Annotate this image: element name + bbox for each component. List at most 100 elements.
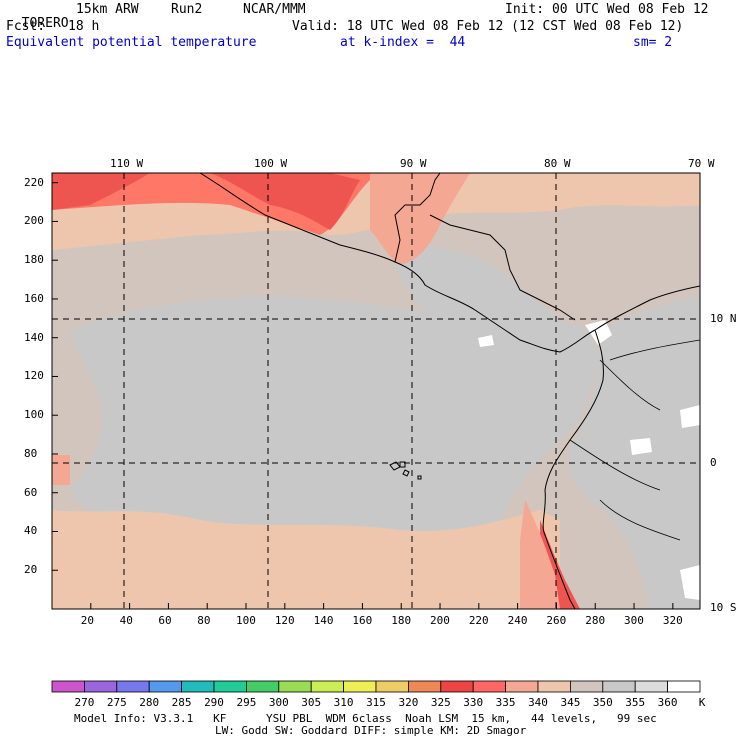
colorbar-value-label: 320 — [398, 696, 419, 709]
y-tick-label: 100 — [24, 408, 44, 422]
colorbar-value-label: 310 — [333, 696, 354, 709]
header-org: NCAR/MMM — [243, 2, 306, 17]
borders — [569, 339, 700, 541]
x-tick-label: 200 — [430, 614, 450, 627]
y-tick-label: 180 — [24, 253, 44, 267]
colorbar-value-label: 280 — [139, 696, 160, 709]
colorbar-swatch — [343, 680, 377, 693]
field-white-patch-1 — [585, 320, 612, 345]
y-tick-label: 160 — [24, 291, 44, 305]
field-region-350 — [70, 296, 560, 565]
colorbar-swatch — [602, 680, 636, 693]
colorbar-swatch — [84, 680, 118, 693]
colorbar-swatch — [310, 680, 345, 693]
header-init: Init: 00 UTC Wed 08 Feb 12 — [505, 2, 709, 17]
colorbar-swatch — [537, 680, 571, 693]
y-tick-label: 80 — [24, 446, 38, 460]
header-fcst-label: Fcst: — [6, 19, 46, 34]
header-valid: Valid: 18 UTC Wed 08 Feb 12 (12 CST Wed … — [292, 19, 684, 34]
y-tick-label: 220 — [24, 175, 44, 189]
field-white-patch-2 — [630, 438, 652, 455]
colorbar-value-label: 295 — [236, 696, 257, 709]
colorbar-swatch — [634, 680, 669, 693]
colorbar-swatch — [213, 680, 247, 693]
colorbar-value-label: 270 — [74, 696, 95, 709]
lon-label-110w: 110 W — [110, 157, 144, 170]
lon-label-80w: 80 W — [544, 157, 571, 170]
header-model: TORERO — [6, 3, 69, 31]
field-region-coast-salmon — [520, 500, 560, 609]
field-white-patch-5 — [478, 335, 494, 347]
y-tick-label: 120 — [24, 369, 44, 383]
colorbar-value-label: 325 — [430, 696, 451, 709]
lat-label-10s: 10 S — [710, 601, 737, 614]
x-tick-label: 60 — [158, 614, 172, 627]
footer-physics-info: LW: Godd SW: Goddard DIFF: simple KM: 2D… — [215, 724, 527, 737]
colorbar-value-label: 290 — [204, 696, 224, 709]
y-tick-label: 200 — [24, 214, 44, 228]
y-tick-label: 60 — [24, 485, 38, 499]
yucatan-coast — [429, 214, 576, 321]
colorbar-value-label: 350 — [592, 696, 613, 709]
field-white-patch-3 — [680, 405, 700, 428]
x-tick-label: 280 — [585, 614, 606, 627]
x-tick-label: 100 — [236, 614, 256, 627]
colorbar-value-label: 360 — [657, 696, 678, 709]
map-frame — [51, 172, 701, 610]
colorbar-swatch — [245, 680, 280, 693]
colorbar-value-label: 345 — [560, 696, 581, 709]
coastlines — [199, 173, 700, 609]
x-tick-label: 40 — [119, 614, 133, 627]
colorbar-swatch — [148, 680, 182, 693]
colorbar-swatch — [407, 680, 442, 693]
field-region-335-gulf — [370, 173, 470, 265]
header-run: Run2 — [171, 2, 203, 17]
colorbar-value-label: 330 — [463, 696, 484, 709]
field-region-340-bottom — [52, 510, 560, 609]
model-name: TORERO — [21, 16, 69, 31]
mexico-coast — [199, 173, 604, 609]
x-tick-label: 120 — [274, 614, 295, 627]
colorbar-swatch — [667, 680, 701, 693]
field-white-patch-4 — [680, 565, 700, 600]
colorbar-swatch — [570, 680, 604, 693]
colorbar-value-label: 315 — [366, 696, 386, 709]
central-america-north — [394, 173, 441, 263]
y-tick-label: 40 — [24, 524, 38, 538]
x-tick-label: 320 — [662, 614, 683, 627]
lon-label-70w: 70 W — [688, 157, 715, 170]
colorbar-swatch — [51, 680, 85, 693]
colorbar-swatch — [472, 680, 507, 693]
footer-model-info: Model Info: V3.3.1 KF YSU PBL WDM 6class… — [74, 712, 657, 725]
colorbar-swatch — [181, 680, 215, 693]
lat-label-0: 0 — [710, 456, 717, 469]
header-resolution: 15km ARW — [76, 2, 139, 17]
colorbar-value-label: 285 — [171, 696, 192, 709]
colorbar-value-label: 340 — [528, 696, 548, 709]
colorbar-swatch — [278, 680, 312, 693]
y-tick-label: 20 — [24, 563, 38, 577]
colorbar-unit: K — [698, 696, 706, 709]
level-label: at k-index = 44 — [340, 35, 466, 50]
lon-label-90w: 90 W — [400, 157, 427, 170]
colorbar-value-label: 355 — [625, 696, 646, 709]
colorbar-value-label: 305 — [301, 696, 322, 709]
galapagos — [389, 461, 422, 480]
field-title: Equivalent potential temperature — [6, 35, 257, 50]
smoothing-label: sm= 2 — [633, 35, 673, 50]
y-tick-label: 140 — [24, 330, 44, 344]
theta-e-field — [52, 173, 700, 609]
x-tick-label: 140 — [313, 614, 334, 627]
x-tick-label: 80 — [197, 614, 211, 627]
colorbar-swatch — [440, 680, 474, 693]
graticule — [52, 173, 700, 609]
colorbar-swatch — [375, 680, 409, 693]
lat-label-10n: 10 N — [710, 312, 737, 325]
x-tick-label: 20 — [80, 614, 95, 627]
south-america-north-coast — [594, 285, 700, 331]
x-tick-label: 260 — [546, 614, 567, 627]
colorbar-value-label: 300 — [268, 696, 289, 709]
header-fcst-hours: 18 h — [68, 19, 100, 34]
